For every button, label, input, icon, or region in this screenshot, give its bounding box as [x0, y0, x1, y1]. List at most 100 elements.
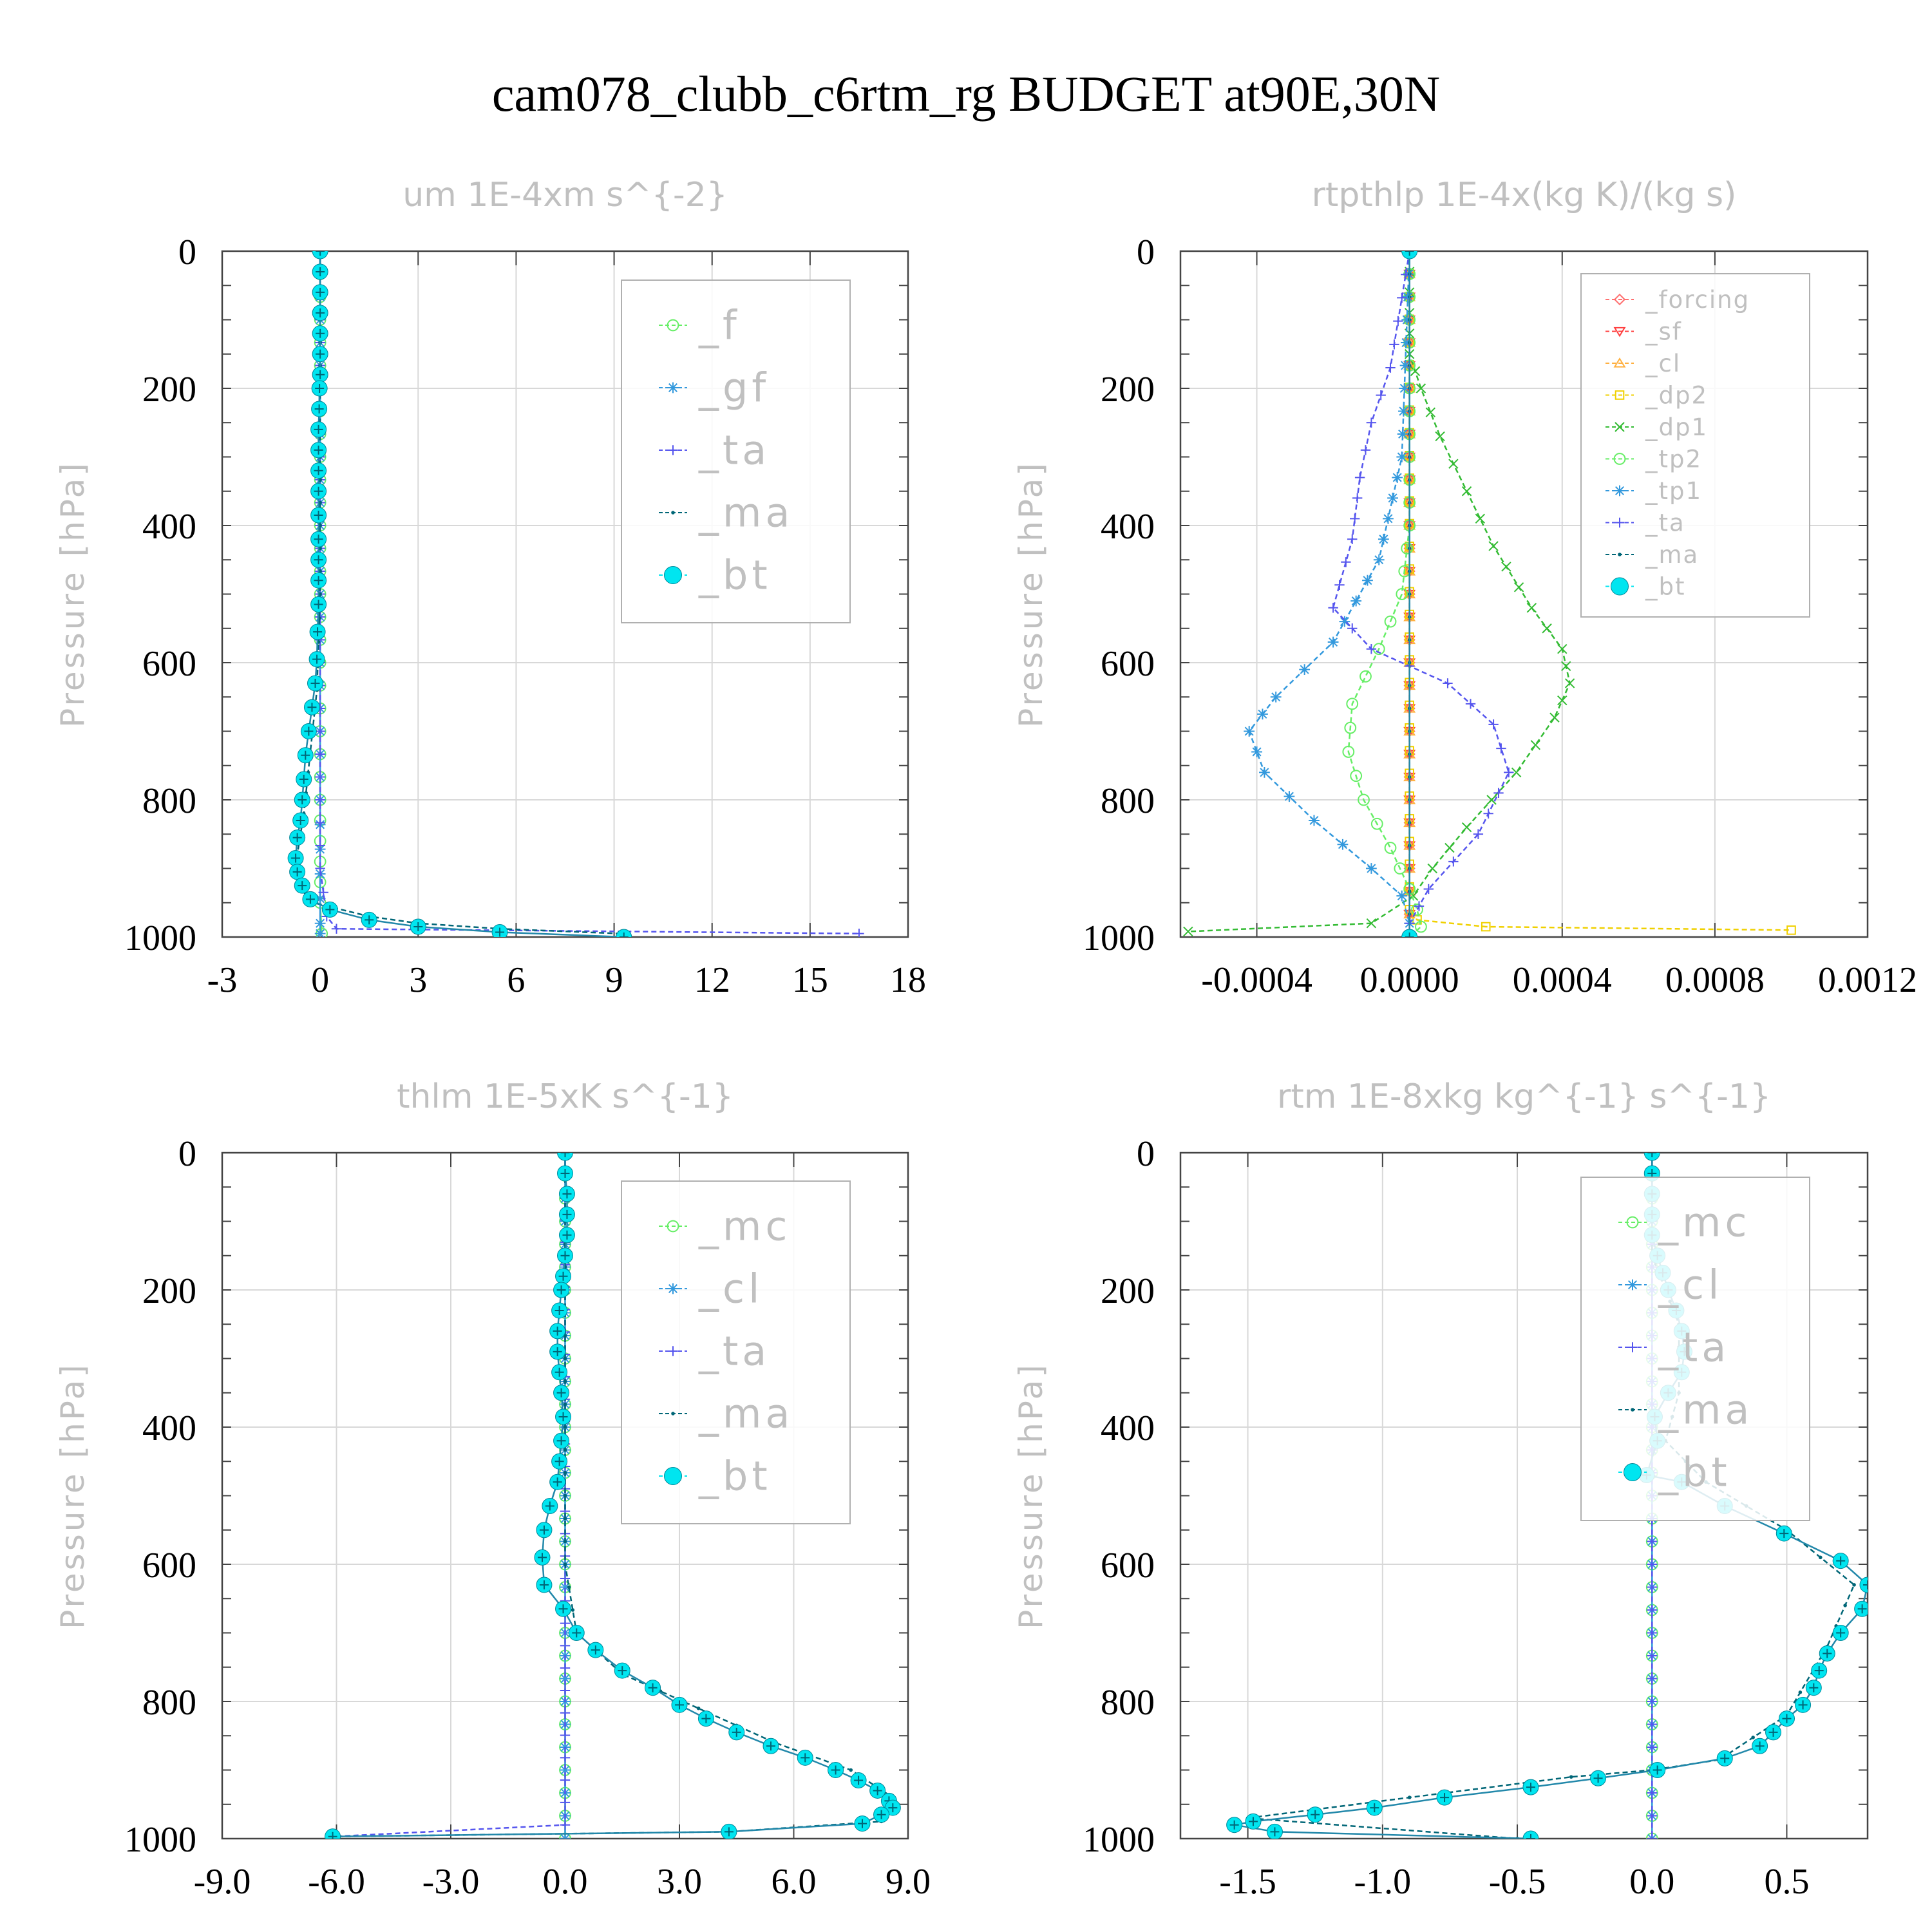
- x-tick-label: -6.0: [308, 1862, 365, 1902]
- legend-box: [1580, 1177, 1810, 1521]
- y-axis-label: Pressure [hPa]: [1012, 460, 1050, 728]
- data-point: [560, 1797, 571, 1808]
- data-point: [1394, 862, 1406, 875]
- data-point: [1647, 1605, 1657, 1615]
- y-tick-label: 1000: [124, 918, 196, 958]
- legend-item: _bt: [659, 1453, 772, 1500]
- data-point: [560, 1765, 571, 1776]
- data-point: [1423, 884, 1434, 895]
- legend-item: _ta: [1618, 1324, 1726, 1371]
- data-point: [1376, 390, 1386, 401]
- x-tick-label: -3.0: [422, 1862, 480, 1902]
- data-point: [314, 893, 326, 904]
- legend-label: _tp2: [1645, 445, 1702, 473]
- data-point: [1393, 316, 1403, 327]
- data-point: [721, 1823, 737, 1839]
- data-point: [1427, 863, 1437, 874]
- data-point: [1411, 904, 1423, 916]
- data-point: [560, 1708, 571, 1718]
- data-point: [1385, 363, 1396, 373]
- legend-box: [621, 1180, 851, 1524]
- figure-title: cam078_clubb_c6rtm_rg BUDGET at90E,30N: [492, 66, 1440, 122]
- data-point: [1843, 1604, 1847, 1607]
- data-point: [534, 1549, 551, 1566]
- data-point: [1354, 472, 1365, 483]
- legend-item: _tp1: [1605, 477, 1701, 505]
- data-point: [1396, 451, 1408, 462]
- data-point: [1569, 1775, 1573, 1779]
- data-point: [1362, 574, 1373, 586]
- data-point: [1397, 292, 1407, 303]
- data-point: [311, 401, 328, 417]
- data-point: [361, 911, 377, 928]
- data-point: [309, 623, 326, 640]
- data-point: [315, 817, 325, 828]
- y-tick-label: 600: [1101, 1546, 1155, 1586]
- data-point: [1444, 842, 1455, 853]
- x-tick-label: 9: [605, 960, 623, 1000]
- data-point: [1383, 513, 1394, 524]
- series-bt: [287, 251, 632, 937]
- data-point: [1389, 339, 1399, 350]
- data-point: [410, 918, 426, 935]
- data-point: [587, 1642, 604, 1658]
- legend: _mc _cl _ta _ma _bt: [621, 1180, 851, 1524]
- data-point: [1475, 513, 1486, 524]
- data-point: [1805, 1680, 1822, 1696]
- y-tick-label: 200: [1101, 370, 1155, 410]
- x-tick-label: 0.0: [1629, 1862, 1674, 1902]
- legend-item: _cl: [1605, 350, 1680, 377]
- legend-item: _cl: [1618, 1262, 1719, 1309]
- data-point: [1795, 1696, 1812, 1713]
- data-point: [1365, 863, 1377, 874]
- data-point: [1647, 1696, 1657, 1707]
- data-point: [1818, 1555, 1823, 1560]
- data-point: [1522, 1830, 1539, 1839]
- data-point: [1486, 795, 1497, 805]
- data-point: [614, 1662, 630, 1679]
- data-point: [1359, 670, 1372, 683]
- legend-label: _mc: [698, 1203, 791, 1250]
- data-point: [571, 1608, 575, 1612]
- legend-item: _ta: [659, 427, 766, 474]
- legend-label: _gf: [698, 365, 770, 412]
- legend-label: _ma: [1645, 541, 1699, 569]
- y-tick-label: 0: [178, 1134, 196, 1174]
- data-point: [1461, 486, 1472, 497]
- y-axis-label: Pressure [hPa]: [1012, 1362, 1050, 1629]
- data-point: [560, 1618, 571, 1629]
- data-point: [567, 1585, 571, 1589]
- data-point: [563, 1402, 567, 1406]
- y-tick-label: 600: [142, 644, 196, 684]
- x-tick-label: 6.0: [772, 1862, 817, 1902]
- data-point: [558, 1227, 575, 1244]
- data-point: [1448, 857, 1459, 867]
- data-point: [1647, 1627, 1657, 1638]
- data-point: [1350, 513, 1360, 524]
- data-point: [553, 1432, 570, 1449]
- data-point: [560, 1833, 571, 1839]
- legend-label: _bt: [698, 1453, 772, 1500]
- data-point: [563, 1379, 567, 1383]
- data-point: [1461, 822, 1472, 833]
- series-ma: [295, 251, 623, 936]
- data-point: [1299, 664, 1311, 676]
- series-line: [1347, 251, 1422, 937]
- data-point: [1251, 746, 1262, 757]
- data-point: [1366, 417, 1377, 428]
- data-point: [1407, 1795, 1412, 1799]
- data-point: [1327, 636, 1339, 648]
- data-point: [1549, 712, 1560, 723]
- data-point: [560, 1582, 571, 1593]
- data-point: [1526, 603, 1537, 613]
- data-point: [310, 507, 327, 524]
- x-tick-label: -3: [207, 960, 238, 1000]
- x-tick-label: 0.0004: [1513, 960, 1612, 1000]
- data-point: [1398, 406, 1409, 417]
- data-point: [1257, 708, 1268, 720]
- legend-item: _ta: [1605, 509, 1684, 536]
- data-point: [1396, 890, 1408, 902]
- data-point: [555, 1268, 572, 1285]
- data-point: [551, 1364, 568, 1381]
